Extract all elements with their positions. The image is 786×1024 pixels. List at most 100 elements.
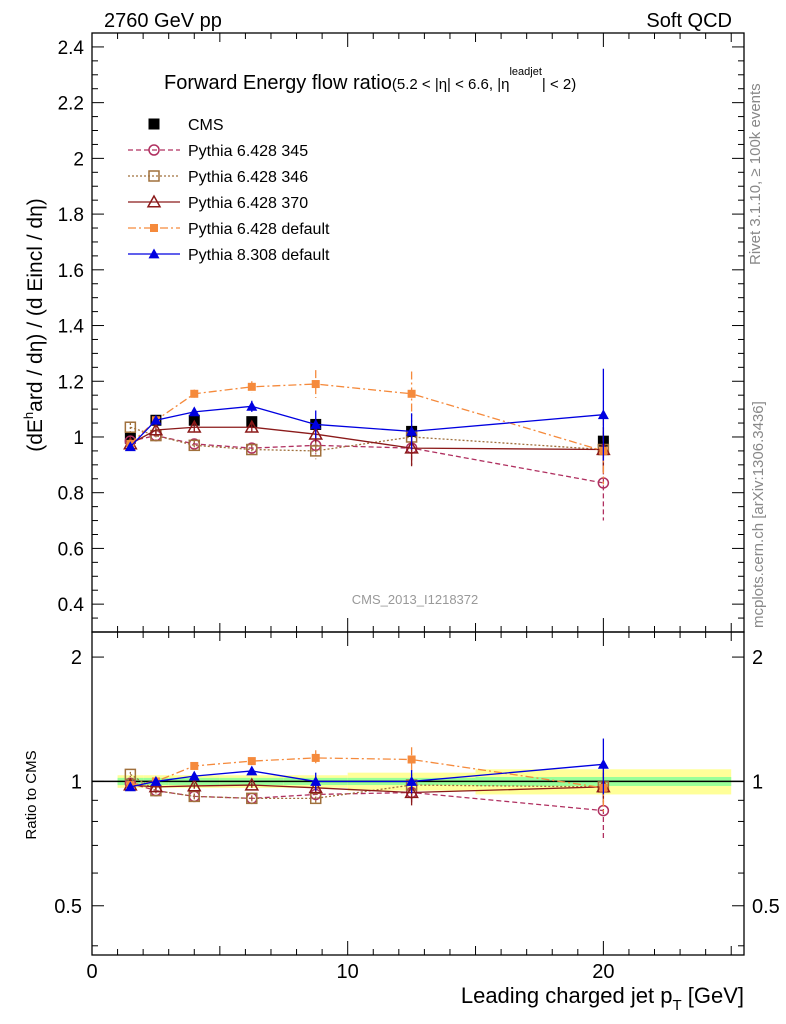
main-ytick-label: 1 [73, 428, 84, 449]
data-point [404, 784, 419, 799]
data-point [404, 440, 419, 454]
data-point [124, 421, 137, 433]
data-point [308, 426, 324, 440]
legend-marker [148, 170, 160, 182]
data-point [148, 779, 164, 793]
main-ytick-label: 2.2 [58, 94, 84, 115]
main-ytick-label: 2 [73, 149, 84, 170]
legend-entry: Pythia 6.428 345 [128, 143, 308, 160]
title-cut-end: | < 2) [542, 76, 576, 93]
data-point [597, 409, 609, 420]
data-point [308, 780, 324, 794]
analysis-id: CMS_2013_I1218372 [352, 592, 479, 607]
legend-label: Pythia 6.428 345 [188, 143, 308, 160]
main-title: Forward Energy flow ratio(5.2 < |η| < 6.… [164, 66, 576, 94]
series-line [129, 383, 604, 452]
data-point [246, 792, 258, 805]
data-point [246, 443, 258, 456]
series-p345 [124, 429, 610, 521]
legend-label: Pythia 6.428 346 [188, 169, 308, 186]
data-point [311, 380, 320, 389]
x-axis-label: Leading charged jet pT [GeV] [461, 983, 744, 1014]
main-ytick-label: 1.2 [58, 372, 84, 393]
title-main: Forward Energy flow ratio [164, 72, 392, 94]
data-point [244, 419, 260, 433]
legend-label: CMS [188, 117, 224, 134]
rivet-stamp: Rivet 3.1.10, ≥ 100k events [747, 83, 764, 265]
ratio-axes: 0 10 20 0.5 0.5 1 1 2 2 [54, 631, 780, 983]
data-point [188, 406, 200, 417]
data-point [190, 761, 199, 770]
main-ytick-label: 1.4 [58, 317, 85, 338]
data-point [407, 389, 416, 398]
main-axes: 0.4 0.6 0.8 1 1.2 1.4 1.6 1.8 2 2.2 2.4 [58, 32, 745, 633]
title-cut-sup: leadjet [509, 66, 541, 78]
series-p370 [123, 419, 611, 472]
ratio-ylabel: Ratio to CMS [23, 750, 40, 839]
ratio-frame [91, 631, 745, 956]
data-point [244, 777, 260, 791]
header-left: 2760 GeV pp [104, 10, 222, 32]
ratio-ytick-label: 1 [71, 771, 82, 793]
ratio-series-layer [123, 738, 611, 841]
legend-entry: Pythia 6.428 default [128, 221, 330, 238]
legend: CMS Pythia 6.428 345 Pythia 6.428 346 Pythi… [128, 117, 330, 264]
data-point [246, 765, 258, 776]
data-point [310, 418, 322, 429]
xtick-label: 0 [86, 961, 97, 983]
ratio-ytick-label-right: 1 [752, 771, 763, 793]
legend-marker [146, 194, 162, 208]
main-ytick-label: 0.4 [58, 595, 85, 616]
data-point [124, 441, 136, 452]
main-series-layer [123, 368, 611, 521]
data-point [124, 781, 136, 792]
main-ytick-label: 2.4 [58, 38, 85, 59]
data-point [597, 758, 609, 769]
data-point [311, 753, 320, 762]
data-point [246, 400, 258, 411]
legend-label: Pythia 6.428 default [188, 221, 330, 238]
legend-entry: Pythia 8.308 default [128, 247, 330, 264]
legend-entry: CMS [148, 117, 224, 134]
data-point [406, 775, 418, 786]
series-p8def [124, 368, 609, 461]
legend-entry: Pythia 6.428 346 [128, 169, 308, 186]
legend-marker [150, 224, 158, 232]
legend-label: Pythia 8.308 default [188, 247, 330, 264]
ratio-ytick-label: 0.5 [54, 896, 82, 918]
data-point [150, 775, 162, 786]
data-point [186, 778, 202, 792]
main-ytick-label: 0.6 [58, 539, 84, 560]
data-point [188, 439, 201, 452]
ratio-ytick-label: 2 [71, 647, 82, 669]
data-point [186, 419, 202, 433]
main-ytick-label: 1.8 [58, 205, 84, 226]
ratio-ytick-label-right: 2 [752, 647, 763, 669]
mcplots-stamp: mcplots.cern.ch [arXiv:1306.3436] [750, 401, 767, 628]
data-point [247, 382, 256, 391]
main-ylabel: (dEhard / dη) / (d Eincl / dη) [21, 198, 47, 452]
header-right: Soft QCD [646, 10, 732, 32]
data-point [148, 422, 164, 436]
legend-marker [148, 248, 160, 259]
legend-marker [148, 118, 160, 130]
data-point [190, 389, 199, 398]
data-point [406, 425, 418, 436]
series-line [129, 405, 604, 448]
legend-marker [148, 144, 160, 156]
data-point [150, 414, 162, 425]
legend-label: Pythia 6.428 370 [188, 195, 308, 212]
data-point [309, 445, 322, 457]
title-cut: (5.2 < |η| < 6.6, |η [392, 76, 510, 93]
series-line [130, 434, 604, 484]
main-ytick-label: 0.8 [58, 484, 84, 505]
data-point [188, 770, 200, 781]
xtick-label: 10 [337, 961, 359, 983]
ratio-ytick-label-right: 0.5 [752, 896, 780, 918]
main-ytick-label: 1.6 [58, 261, 84, 282]
legend-entry: Pythia 6.428 370 [128, 194, 308, 212]
data-point [407, 755, 416, 764]
data-point [247, 757, 256, 766]
series-line [130, 426, 604, 452]
